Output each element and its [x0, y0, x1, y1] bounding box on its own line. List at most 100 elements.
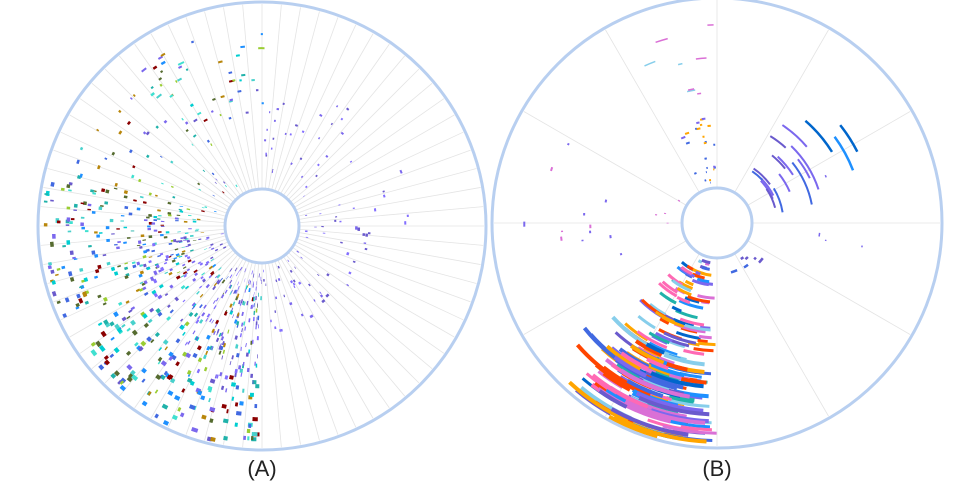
segment-mark	[765, 188, 777, 209]
segment-mark	[233, 319, 238, 324]
segment-mark	[132, 264, 137, 269]
spoke-line	[280, 33, 374, 195]
segment-mark	[113, 347, 120, 354]
segment-mark	[219, 277, 223, 282]
segment-mark	[197, 315, 201, 320]
segment-mark	[680, 376, 707, 385]
spoke-line	[43, 232, 226, 265]
segment-mark	[308, 283, 311, 287]
segment-mark	[168, 351, 174, 357]
spoke-line	[91, 82, 234, 203]
segment-mark	[340, 131, 345, 136]
segment-mark	[220, 95, 225, 99]
segment-mark	[180, 284, 186, 290]
segment-mark	[124, 275, 129, 280]
segment-mark	[113, 311, 119, 318]
segment-mark	[169, 94, 174, 98]
segment-mark	[197, 357, 203, 363]
segment-mark	[209, 318, 213, 323]
panel-b-radial-diagram	[490, 0, 944, 450]
segment-mark	[184, 121, 189, 125]
segment-mark	[47, 265, 52, 270]
segment-mark	[189, 103, 194, 108]
segment-mark	[187, 372, 191, 377]
segment-mark	[103, 296, 108, 302]
segment-mark	[222, 191, 225, 194]
segment-mark	[184, 285, 190, 290]
segment-mark	[630, 344, 665, 365]
segment-mark	[160, 360, 167, 367]
segment-mark	[197, 261, 202, 265]
segment-mark	[686, 264, 694, 271]
segment-mark	[209, 418, 214, 424]
segment-mark	[206, 313, 211, 318]
segment-mark	[203, 366, 208, 372]
segment-mark	[173, 239, 177, 243]
segment-mark	[186, 256, 191, 260]
segment-mark	[210, 243, 214, 246]
segment-mark	[199, 262, 204, 266]
segment-mark	[635, 391, 704, 413]
segment-mark	[109, 321, 115, 327]
spoke-line	[734, 253, 829, 417]
spoke-line	[104, 68, 237, 201]
segment-mark	[95, 340, 102, 348]
segment-mark	[129, 97, 133, 100]
segment-mark	[684, 296, 700, 304]
segment-mark	[235, 54, 240, 57]
panel-b-label: (B)	[702, 456, 731, 481]
segment-mark	[698, 334, 712, 340]
segment-mark	[318, 137, 321, 140]
segment-mark	[129, 149, 133, 154]
segment-mark	[119, 380, 125, 385]
segment-mark	[83, 277, 89, 283]
segment-mark	[229, 279, 233, 284]
segment-mark	[141, 400, 148, 407]
segment-mark	[76, 293, 81, 299]
segment-mark	[131, 174, 135, 179]
segment-mark	[205, 350, 209, 356]
segment-mark	[626, 379, 664, 399]
spoke-line	[268, 7, 301, 190]
segment-mark	[155, 307, 161, 314]
segment-mark	[659, 317, 670, 325]
segment-mark	[692, 272, 705, 280]
segment-mark	[162, 420, 170, 426]
segment-mark	[195, 319, 200, 324]
segment-mark	[139, 270, 145, 275]
spoke-line	[277, 24, 357, 193]
segment-mark	[169, 377, 176, 384]
segment-mark	[141, 282, 146, 286]
segment-mark	[97, 294, 102, 299]
segment-mark	[202, 169, 206, 173]
segment-mark	[680, 135, 686, 140]
segment-mark	[143, 250, 148, 254]
segment-mark	[219, 113, 222, 117]
spoke-line	[298, 206, 484, 224]
spoke-line	[264, 262, 282, 448]
segment-mark	[319, 113, 323, 117]
spoke-line	[292, 246, 445, 354]
segment-mark	[661, 280, 678, 294]
segment-mark	[121, 316, 127, 322]
segment-mark	[239, 266, 243, 271]
segment-mark	[658, 282, 678, 298]
segment-mark	[697, 294, 715, 300]
segment-mark	[75, 306, 80, 310]
segment-mark	[169, 268, 173, 272]
segment-mark	[683, 349, 705, 356]
segment-mark	[146, 336, 152, 343]
segment-mark	[120, 377, 127, 384]
segment-mark	[126, 315, 131, 320]
segment-mark	[684, 131, 690, 135]
segment-mark	[550, 166, 554, 172]
segment-mark	[142, 313, 148, 319]
segment-mark	[154, 389, 159, 394]
segment-mark	[192, 330, 196, 335]
segment-mark	[160, 70, 164, 74]
segment-mark	[672, 318, 694, 328]
segment-mark	[325, 293, 330, 298]
segment-mark	[177, 406, 182, 412]
segment-mark	[204, 262, 209, 267]
